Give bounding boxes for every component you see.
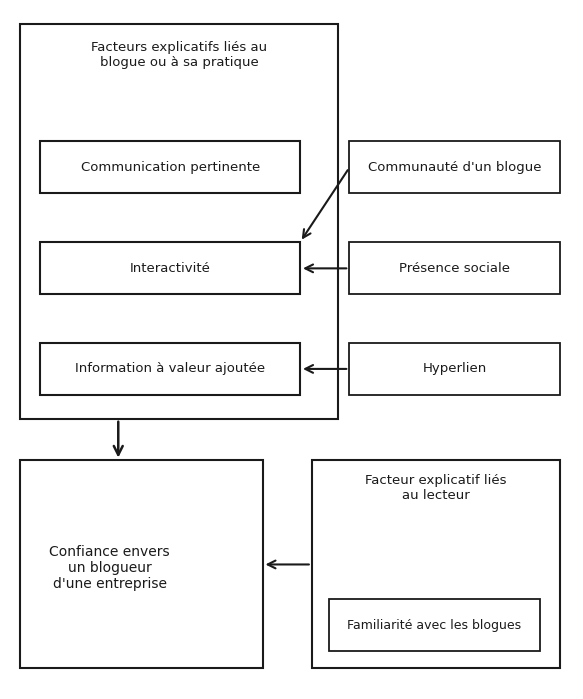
Text: Confiance envers
un blogueur
d'une entreprise: Confiance envers un blogueur d'une entre… xyxy=(50,545,170,591)
Text: Hyperlien: Hyperlien xyxy=(423,362,487,375)
Text: Facteur explicatif liés
au lecteur: Facteur explicatif liés au lecteur xyxy=(365,474,507,502)
FancyBboxPatch shape xyxy=(40,242,300,294)
Text: Information à valeur ajoutée: Information à valeur ajoutée xyxy=(75,362,265,375)
Text: Familiarité avec les blogues: Familiarité avec les blogues xyxy=(347,619,521,632)
Text: Facteurs explicatifs liés au
blogue ou à sa pratique: Facteurs explicatifs liés au blogue ou à… xyxy=(91,41,267,69)
FancyBboxPatch shape xyxy=(20,461,262,668)
Text: Communauté d'un blogue: Communauté d'un blogue xyxy=(368,161,542,174)
FancyBboxPatch shape xyxy=(349,242,560,294)
FancyBboxPatch shape xyxy=(349,141,560,194)
FancyBboxPatch shape xyxy=(349,343,560,394)
FancyBboxPatch shape xyxy=(20,24,338,419)
FancyBboxPatch shape xyxy=(40,141,300,194)
Text: Présence sociale: Présence sociale xyxy=(399,261,510,275)
FancyBboxPatch shape xyxy=(312,461,560,668)
FancyBboxPatch shape xyxy=(329,599,540,651)
FancyBboxPatch shape xyxy=(40,343,300,394)
Text: Interactivité: Interactivité xyxy=(130,261,210,275)
Text: Communication pertinente: Communication pertinente xyxy=(80,161,260,174)
